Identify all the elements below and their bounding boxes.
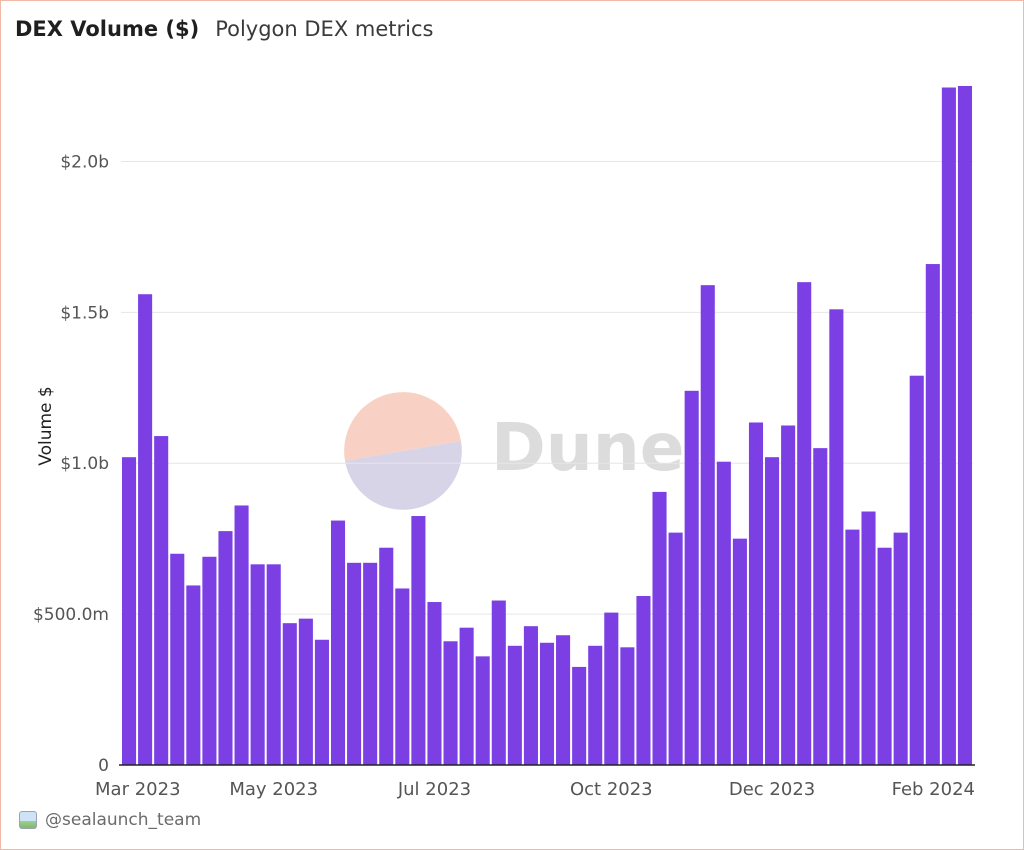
- bar[interactable]: [941, 87, 956, 765]
- bar[interactable]: [748, 422, 764, 765]
- dune-watermark: Dune: [344, 392, 685, 510]
- bar[interactable]: [154, 436, 169, 765]
- y-tick-label: $1.5b: [60, 303, 109, 323]
- bar[interactable]: [443, 641, 458, 765]
- bar[interactable]: [765, 457, 780, 765]
- bar[interactable]: [523, 626, 538, 765]
- y-tick-label: $1.0b: [60, 454, 109, 474]
- bar[interactable]: [909, 375, 924, 765]
- bar[interactable]: [556, 635, 571, 765]
- footer: @sealaunch_team: [19, 810, 201, 830]
- bar[interactable]: [475, 656, 490, 765]
- bar[interactable]: [716, 461, 731, 765]
- bar[interactable]: [379, 547, 394, 765]
- bar[interactable]: [138, 294, 153, 765]
- bar[interactable]: [588, 645, 603, 765]
- bar[interactable]: [700, 285, 715, 765]
- bar[interactable]: [427, 602, 442, 765]
- y-tick-label: $2.0b: [60, 152, 109, 172]
- x-tick-label: May 2023: [229, 779, 318, 800]
- bar[interactable]: [604, 612, 619, 765]
- bar[interactable]: [122, 457, 137, 765]
- bar[interactable]: [797, 282, 812, 765]
- bar[interactable]: [411, 516, 426, 765]
- bar[interactable]: [459, 627, 474, 765]
- bar[interactable]: [877, 547, 892, 765]
- bar[interactable]: [893, 532, 908, 765]
- bar[interactable]: [668, 532, 683, 765]
- bar[interactable]: [539, 642, 555, 765]
- bar[interactable]: [507, 645, 522, 765]
- y-axis-ticks: 0 $500.0m $1.0b $1.5b $2.0b: [33, 152, 109, 776]
- bar[interactable]: [925, 264, 940, 765]
- bar[interactable]: [298, 618, 313, 765]
- x-axis-ticks: Mar 2023 May 2023 Jul 2023 Oct 2023 Dec 2023…: [95, 779, 975, 800]
- bar[interactable]: [620, 647, 635, 765]
- bar[interactable]: [218, 531, 233, 765]
- chart-subtitle: Polygon DEX metrics: [215, 17, 434, 41]
- bar[interactable]: [347, 562, 362, 765]
- bar[interactable]: [491, 600, 506, 765]
- watermark-text: Dune: [491, 409, 685, 486]
- chart-title: DEX Volume ($): [15, 17, 200, 41]
- y-axis-label: Volume $: [36, 386, 56, 465]
- x-tick-label: Oct 2023: [570, 779, 653, 800]
- x-tick-label: Dec 2023: [729, 779, 815, 800]
- bar[interactable]: [186, 585, 201, 765]
- bar[interactable]: [395, 588, 410, 765]
- bar[interactable]: [636, 596, 651, 765]
- dune-logo-icon: [344, 392, 462, 510]
- bar[interactable]: [170, 553, 185, 765]
- bar[interactable]: [957, 86, 972, 765]
- bar[interactable]: [314, 639, 329, 765]
- chart-header: DEX Volume ($) Polygon DEX metrics: [15, 17, 433, 41]
- bar[interactable]: [572, 666, 587, 765]
- bar[interactable]: [330, 520, 346, 765]
- user-avatar-icon: [19, 811, 37, 829]
- bar[interactable]: [202, 556, 217, 765]
- x-tick-label: Jul 2023: [397, 779, 471, 800]
- bar[interactable]: [363, 562, 378, 765]
- bar[interactable]: [684, 390, 699, 765]
- x-tick-label: Feb 2024: [892, 779, 975, 800]
- footer-handle[interactable]: @sealaunch_team: [45, 810, 202, 830]
- bar[interactable]: [234, 505, 249, 765]
- bar[interactable]: [282, 623, 297, 765]
- bar[interactable]: [732, 538, 747, 765]
- x-tick-label: Mar 2023: [95, 779, 181, 800]
- bar[interactable]: [266, 564, 281, 765]
- bars: [122, 86, 972, 765]
- bar[interactable]: [861, 511, 876, 765]
- bar[interactable]: [652, 491, 667, 765]
- bar[interactable]: [250, 564, 265, 765]
- y-tick-label: 0: [98, 756, 109, 776]
- bar[interactable]: [829, 309, 844, 765]
- y-tick-label: $500.0m: [33, 605, 109, 625]
- bar[interactable]: [845, 529, 860, 765]
- bar[interactable]: [813, 448, 828, 765]
- bar[interactable]: [781, 425, 796, 766]
- gridlines: [121, 160, 973, 615]
